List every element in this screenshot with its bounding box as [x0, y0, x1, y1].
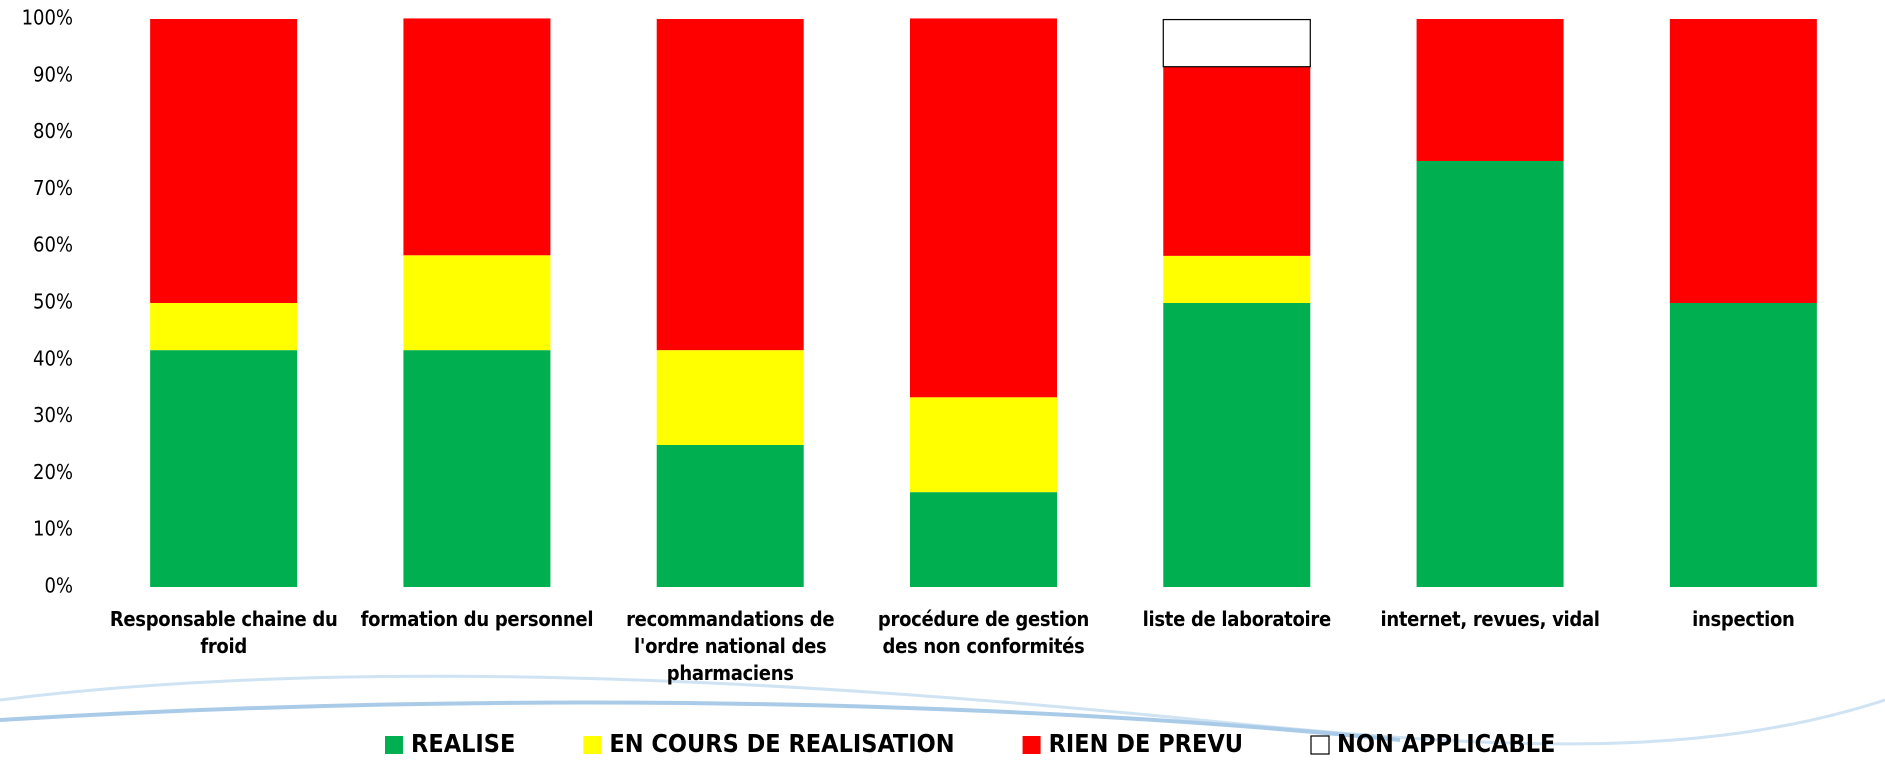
decoration	[0, 674, 1885, 746]
bar-segment	[1162, 18, 1311, 68]
legend-label: REALISE	[411, 729, 515, 758]
bar-segment	[403, 255, 551, 351]
legend-swatch	[385, 736, 403, 754]
x-tick-label: procédure de gestion des non conformités	[877, 607, 1090, 658]
bar-segment	[1669, 19, 1817, 303]
x-tick-label: Responsable chaine du froid	[109, 607, 338, 658]
y-tick-label: 50%	[33, 290, 73, 314]
bar-segment	[150, 350, 298, 587]
bar-segment	[403, 350, 551, 587]
bar-segment	[1163, 303, 1311, 587]
y-tick-label: 70%	[33, 176, 73, 200]
bar-segment	[910, 397, 1057, 493]
bar-segment	[1416, 161, 1564, 587]
y-tick-label: 60%	[33, 233, 73, 257]
bar-segment	[656, 350, 804, 445]
y-tick-label: 40%	[33, 346, 73, 370]
x-tick-label: liste de laboratoire	[1142, 607, 1332, 631]
y-tick-label: 90%	[33, 62, 73, 86]
legend-label: EN COURS DE REALISATION	[609, 729, 954, 758]
bar-segment	[1416, 19, 1564, 161]
y-tick-label: 20%	[33, 460, 73, 484]
y-tick-label: 0%	[44, 574, 73, 598]
legend-swatch	[1022, 736, 1041, 754]
x-tick-label: internet, revues, vidal	[1380, 607, 1600, 631]
x-tick-label: formation du personnel	[360, 607, 594, 631]
bar-segment	[403, 18, 551, 256]
bar-segment	[1163, 255, 1311, 303]
x-tick-label: inspection	[1692, 607, 1795, 631]
legend-label: RIEN DE PREVU	[1049, 729, 1243, 758]
y-tick-label: 10%	[33, 517, 73, 541]
legend-swatch	[583, 736, 602, 754]
bar-segment	[150, 19, 298, 303]
bar-segment	[656, 19, 804, 351]
legend-swatch	[1310, 735, 1330, 755]
bar-segment	[1669, 303, 1817, 587]
bar-segment	[1163, 66, 1311, 256]
y-tick-label: 100%	[22, 6, 73, 30]
y-tick-label: 30%	[33, 403, 73, 427]
y-tick-label: 80%	[33, 119, 73, 143]
x-tick-label: recommandations de l'ordre national des …	[626, 607, 835, 685]
legend-label: NON APPLICABLE	[1337, 729, 1555, 758]
bar-segment	[910, 18, 1057, 398]
bar-segment	[150, 303, 298, 351]
decoration	[0, 700, 1401, 742]
bar-segment	[910, 492, 1057, 587]
bar-segment	[656, 445, 804, 587]
